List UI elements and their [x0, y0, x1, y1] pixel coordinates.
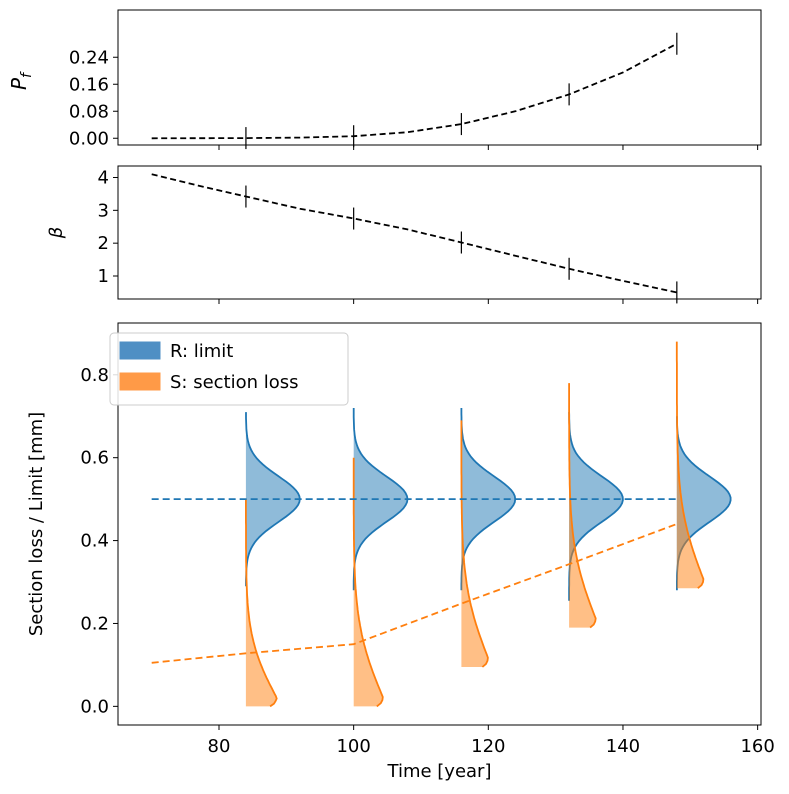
- pf-ytick-label: 0.24: [69, 47, 109, 68]
- main-xtick-label: 80: [208, 736, 231, 757]
- pf-ylabel: Pf: [7, 71, 35, 90]
- main-xtick-label: 120: [471, 736, 505, 757]
- beta-ytick-label: 2: [98, 233, 109, 254]
- legend-swatch: [120, 342, 160, 359]
- panel-reliability-index: 1 2 3 4 β: [46, 166, 761, 304]
- pf-ylabel-sub: f: [19, 71, 35, 78]
- pf-ylabel-main: P: [7, 77, 31, 90]
- panel-section-loss-limit: 0.0 0.2 0.4 0.6 0.8 80 100 120 140 160 Time [year]…: [26, 323, 775, 782]
- legend-swatch: [120, 373, 160, 390]
- beta-frame: [118, 166, 761, 299]
- main-xtick-label: 140: [606, 736, 640, 757]
- pf-frame: [118, 10, 761, 145]
- main-ytick-label: 0.0: [80, 696, 109, 717]
- beta-series-line: [152, 174, 677, 292]
- main-xtick-label: 100: [336, 736, 370, 757]
- main-ylabel: Section loss / Limit [mm]: [26, 412, 47, 636]
- main-ytick-label: 0.6: [80, 448, 109, 469]
- pf-ytick-label: 0.16: [69, 74, 109, 95]
- pf-series-line: [152, 44, 677, 139]
- pf-ytick-label: 0.00: [69, 128, 109, 149]
- main-xtick-label: 160: [740, 736, 774, 757]
- section-loss-mean-line: [152, 524, 677, 663]
- main-xlabel: Time [year]: [387, 761, 492, 782]
- beta-ylabel: β: [46, 227, 67, 240]
- main-ytick-label: 0.8: [80, 365, 109, 386]
- beta-ytick-label: 4: [98, 167, 109, 188]
- legend-label: S: section loss: [170, 372, 299, 393]
- beta-ytick-label: 1: [98, 266, 109, 287]
- main-ytick-label: 0.2: [80, 613, 109, 634]
- beta-ytick-label: 3: [98, 200, 109, 221]
- legend: R: limit S: section loss: [110, 333, 348, 405]
- legend-label: R: limit: [170, 341, 233, 362]
- pf-ytick-label: 0.08: [69, 101, 109, 122]
- panel-failure-probability: 0.00 0.08 0.16 0.24 Pf: [7, 10, 761, 150]
- main-ytick-label: 0.4: [80, 531, 109, 552]
